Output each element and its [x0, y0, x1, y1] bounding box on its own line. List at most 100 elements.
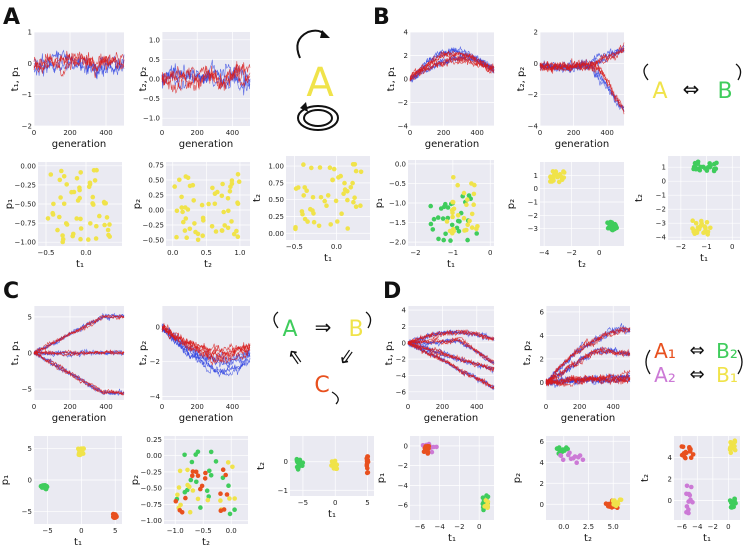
scatter-point [695, 161, 701, 166]
series-line-p₁ [33, 314, 125, 354]
x-axis-label: generation [424, 413, 478, 424]
x-tick-label: 0.5 [201, 249, 212, 257]
scatter-point [471, 202, 477, 207]
y-axis-label: t₂, p₂ [138, 341, 149, 366]
scatter-point [192, 221, 197, 226]
scatter-point [78, 236, 83, 242]
scatter-point [691, 166, 696, 172]
x-axis-label: t₂ [202, 537, 210, 548]
y-axis-label: t₁, p₁ [10, 67, 21, 92]
scatter-point [235, 172, 241, 177]
scatter-point [50, 210, 55, 216]
scatter-point [183, 216, 189, 221]
x-axis-label: t₂ [584, 533, 592, 544]
self-loop-b-b [735, 63, 742, 81]
x-tick-label: −1 [701, 243, 711, 251]
y-tick-label: −1.00 [141, 517, 162, 525]
x-tick-label: 0 [726, 523, 730, 531]
y-axis-label: t₂ [640, 474, 651, 482]
y-tick-label: 2 [668, 476, 672, 484]
scatter-point [90, 194, 96, 200]
scatter-point [86, 237, 91, 242]
x-tick-label: −2 [454, 523, 464, 531]
y-tick-label: 1 [662, 164, 666, 172]
scatter-point [429, 449, 435, 455]
x-tick-label: 200 [573, 403, 586, 411]
scatter-point [218, 491, 223, 497]
scatter-point [350, 180, 355, 186]
y-tick-label: −4 [398, 123, 409, 131]
scatter-point [456, 229, 462, 234]
self-loop-b-a [643, 63, 649, 81]
x-tick-label: 200 [191, 129, 204, 137]
series-line-p₁ [409, 56, 495, 82]
y-tick-label: 4 [540, 459, 545, 467]
y-tick-label: −1 [656, 192, 666, 200]
scatter-point [190, 473, 195, 479]
scatter-point [430, 227, 436, 232]
x-tick-label: −6 [415, 523, 426, 531]
scatter-point [172, 184, 177, 189]
panel-label-d: D [383, 279, 401, 304]
scatter-point [341, 191, 346, 196]
x-tick-label: 0 [544, 403, 548, 411]
y-tick-label: −5 [22, 386, 32, 394]
scatter-point [174, 208, 180, 214]
scatter-point [311, 219, 317, 225]
scatter-point [64, 182, 69, 187]
scatter-point [435, 215, 441, 220]
y-tick-label: −1.0 [143, 115, 160, 123]
chart-A-sc2: 0.0 0.5 1.0 −0.50 −0.25 0.00 0.25 0.50 0.75 t₂ p₂ [132, 162, 250, 270]
series-line-p₁ [33, 349, 125, 356]
scatter-point [235, 234, 241, 239]
series-line-p₁ [407, 341, 495, 389]
diagram-d-node-b1: B₁ [716, 363, 738, 387]
scatter-point [78, 226, 84, 231]
x-tick-label: 0.0 [558, 523, 569, 531]
scatter-point [465, 222, 471, 228]
x-tick-label: 0 [477, 523, 481, 531]
scatter-point [193, 469, 199, 475]
y-tick-label: −1.0 [389, 200, 406, 208]
scatter-point [225, 225, 231, 231]
scatter-point [574, 460, 579, 466]
y-tick-label: 0 [668, 497, 672, 505]
scatter-point [195, 231, 201, 237]
y-axis-label: p₂ [132, 199, 143, 209]
scatter-point [74, 216, 79, 221]
scatter-point [185, 467, 190, 473]
y-axis-label: t₂, p₂ [516, 67, 527, 92]
y-tick-label: 0 [28, 60, 32, 68]
diagram-c-node-c: C [314, 373, 329, 398]
scatter-point [732, 443, 737, 449]
scatter-point [301, 162, 306, 167]
self-loop-c-b [365, 311, 372, 329]
scatter-point [194, 479, 199, 485]
scatter-point [60, 237, 66, 242]
scatter-point [728, 450, 734, 456]
scatter-point [338, 173, 344, 179]
y-tick-label: −4 [396, 372, 407, 380]
scatter-point [440, 216, 446, 221]
y-axis-label: p₂ [506, 199, 517, 209]
x-axis-label: t₁ [700, 253, 708, 264]
y-tick-label: 0.00 [148, 207, 164, 215]
scatter-point [455, 213, 461, 218]
y-axis-label: t₁, p₁ [384, 341, 395, 366]
scatter-point [229, 178, 235, 183]
series-line-p₁ [407, 337, 495, 365]
chart-C-sc3: −5 0 5 −1 0 t₁ t₂ [256, 436, 374, 520]
x-tick-label: 0.0 [226, 527, 237, 535]
scatter-point [310, 195, 316, 200]
scatter-point [704, 220, 710, 225]
scatter-point [220, 475, 226, 481]
scatter-point [441, 237, 447, 243]
y-tick-label: −0.5 [143, 95, 160, 103]
scatter-point [436, 236, 441, 242]
diagram-b-node-a: A [652, 79, 667, 104]
y-tick-label: −2 [656, 206, 666, 214]
scatter-point [80, 446, 85, 452]
x-tick-label: −2 [676, 243, 686, 251]
x-tick-label: −0.5 [195, 527, 212, 535]
